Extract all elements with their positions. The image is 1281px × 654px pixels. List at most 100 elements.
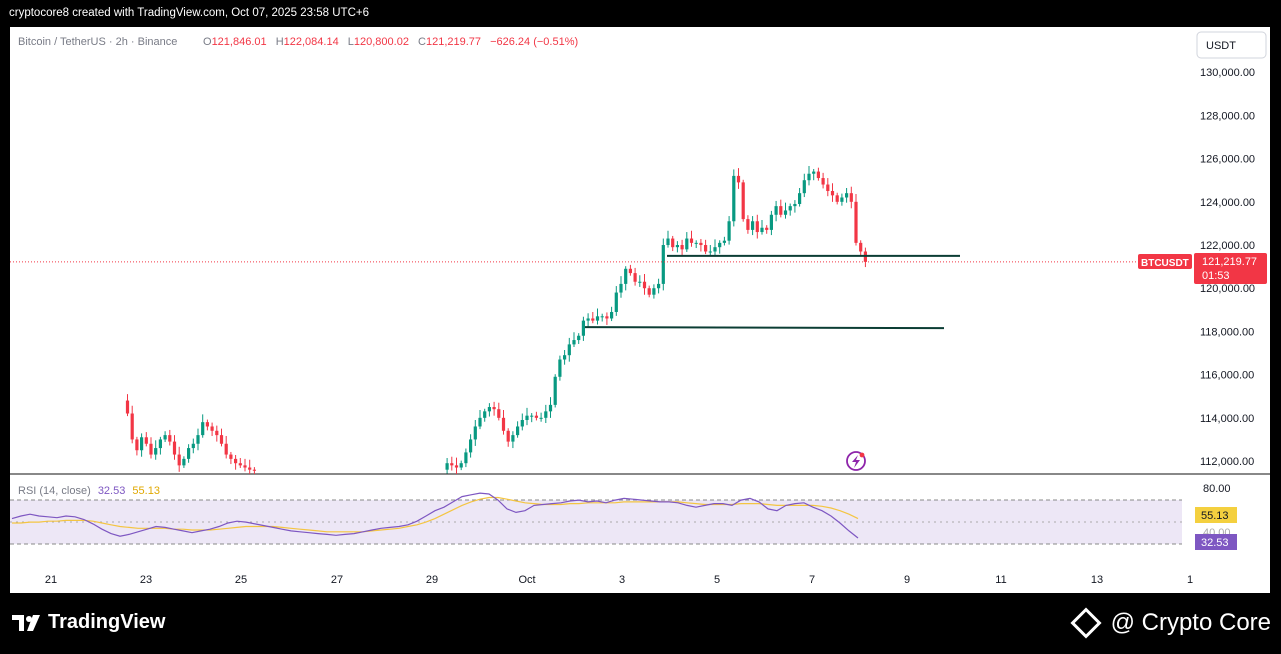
candle-body xyxy=(130,413,134,440)
chart-caption: cryptocore8 created with TradingView.com… xyxy=(9,7,369,19)
candle-body xyxy=(168,435,172,442)
time-tick-label: 5 xyxy=(714,574,720,586)
candle-body xyxy=(760,227,764,233)
candle-body xyxy=(210,426,214,431)
candle-body xyxy=(567,344,571,356)
candle-body xyxy=(591,318,595,321)
chart-area[interactable]: 130,000.00 128,000.00 126,000.00 124,000.00… xyxy=(10,27,1270,593)
candle-body xyxy=(553,376,557,405)
tradingview-logo[interactable]: TradingView xyxy=(12,611,165,634)
candle-body xyxy=(586,318,590,321)
o-value: 121,846.01 xyxy=(212,36,267,48)
candle-body xyxy=(661,245,665,284)
candle-body xyxy=(694,242,698,244)
candle-body xyxy=(172,441,177,455)
time-axis[interactable]: 21 23 25 27 29 Oct 3 5 7 9 11 13 1 xyxy=(45,574,1193,586)
candle-body xyxy=(647,288,651,295)
candle-body xyxy=(835,195,839,202)
candle-body xyxy=(219,435,224,444)
candle-body xyxy=(595,316,600,321)
candle-body xyxy=(530,415,534,417)
rsi-value-tag-bg xyxy=(1195,534,1237,550)
candle-body xyxy=(492,407,496,410)
candle-body xyxy=(600,316,604,318)
tradingview-logo-icon xyxy=(12,614,40,631)
currency-button[interactable]: USDT xyxy=(1196,31,1267,59)
candle-body xyxy=(680,245,684,250)
time-tick-label: 9 xyxy=(904,574,910,586)
rsi-band xyxy=(10,500,1182,544)
candle-body xyxy=(191,443,195,449)
l-label: L xyxy=(348,36,354,48)
support-level-line xyxy=(584,326,945,330)
candle-body xyxy=(215,430,219,436)
rsi-value-tag: 32.53 xyxy=(1201,537,1229,549)
lightning-icon[interactable] xyxy=(846,451,866,471)
candle-body xyxy=(826,184,830,192)
candle-body xyxy=(722,240,726,243)
candle-body xyxy=(201,422,205,436)
candle-body xyxy=(718,242,722,248)
candle-body xyxy=(605,316,609,319)
time-tick-label: Oct xyxy=(518,574,535,586)
candle-body xyxy=(807,173,811,181)
candle-body xyxy=(464,452,468,464)
c-label: C xyxy=(418,36,426,48)
candle-body xyxy=(158,439,162,449)
candle-body xyxy=(534,415,538,418)
candle-body xyxy=(501,417,506,431)
candle-body xyxy=(497,409,501,418)
candle-body xyxy=(248,467,252,470)
candle-body xyxy=(243,465,247,468)
candle-body xyxy=(788,206,792,211)
candle-body xyxy=(252,469,256,471)
time-tick-label: 29 xyxy=(426,574,438,586)
candle-body xyxy=(628,268,632,274)
candle-body xyxy=(483,411,487,418)
candle-body xyxy=(713,247,717,252)
candle-body xyxy=(140,437,144,451)
candle-body xyxy=(638,281,642,283)
candle-body xyxy=(577,335,581,341)
candle-body xyxy=(652,288,656,295)
candle-body xyxy=(144,437,148,444)
price-tag: BTCUSDT 121,219.77 01:53 xyxy=(1138,253,1267,284)
candle-body xyxy=(666,238,670,246)
candle-body xyxy=(548,404,553,412)
candle-body xyxy=(704,245,708,252)
candle-body xyxy=(454,465,459,468)
chart-svg[interactable]: 130,000.00 128,000.00 126,000.00 124,000.00… xyxy=(10,27,1270,593)
footer-bar: TradingView @ Crypto Core xyxy=(0,593,1281,654)
candle-body xyxy=(149,443,153,455)
candle-body xyxy=(783,210,788,215)
candle-body xyxy=(840,197,844,202)
candle-body xyxy=(689,238,694,243)
candle-body xyxy=(511,435,515,442)
binance-diamond-icon xyxy=(1070,607,1102,639)
price-tick-label: 120,000.00 xyxy=(1200,283,1255,295)
price-tick-label: 122,000.00 xyxy=(1200,240,1255,252)
candle-body xyxy=(821,178,825,185)
candle-body xyxy=(746,219,750,230)
time-tick-label: 3 xyxy=(619,574,625,586)
price-tick-label: 116,000.00 xyxy=(1200,370,1254,382)
candle-body xyxy=(610,311,614,319)
candle-body xyxy=(675,245,679,248)
candle-body xyxy=(657,283,661,289)
candle-body xyxy=(229,454,233,459)
candle-body xyxy=(854,201,858,243)
candle-body xyxy=(812,171,816,174)
candle-body xyxy=(802,180,806,194)
ohlc-legend: O121,846.01 H122,084.14 L120,800.02 C121… xyxy=(203,36,578,48)
time-tick-label: 7 xyxy=(809,574,815,586)
candle-body xyxy=(572,340,576,345)
candle-body xyxy=(685,238,689,250)
candle-body xyxy=(736,175,741,183)
candle-body xyxy=(558,359,562,377)
symbol-title: Bitcoin / TetherUS · 2h · Binance xyxy=(18,36,177,48)
rsi-lines-group xyxy=(11,492,859,539)
price-axis[interactable]: 130,000.00 128,000.00 126,000.00 124,000.00… xyxy=(1200,67,1255,468)
candle-body xyxy=(516,426,520,436)
symbol-tag: BTCUSDT xyxy=(1141,258,1189,269)
candle-body xyxy=(755,221,759,233)
